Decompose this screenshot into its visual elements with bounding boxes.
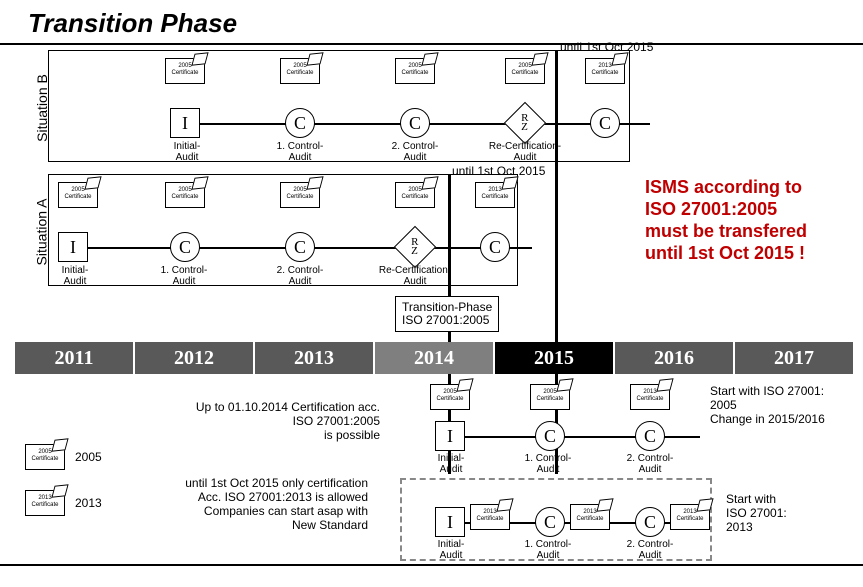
year: 2017 <box>735 342 853 374</box>
control-audit-node: C <box>480 232 510 262</box>
initial-audit-node: I <box>435 507 465 537</box>
bottom-rule <box>0 564 863 566</box>
cert-icon: 2005Certificate <box>165 182 205 208</box>
cert-icon: 2013Certificate <box>585 58 625 84</box>
year: 2013 <box>255 342 375 374</box>
initial-audit-node: I <box>170 108 200 138</box>
deadline-annotation: until 1st Oct 2015 <box>560 40 653 54</box>
cert-icon: 2005Certificate <box>280 182 320 208</box>
cert-legend-icon: 2013Certificate <box>25 490 65 516</box>
cert-icon: 2005Certificate <box>165 58 205 84</box>
cert-icon: 2005Certificate <box>395 58 435 84</box>
audit-label: 1. Control-Audit <box>154 265 214 287</box>
cert-legend-icon: 2005Certificate <box>25 444 65 470</box>
cert-icon: 2013Certificate <box>630 384 670 410</box>
warning-text: ISMS according toISO 27001:2005must be t… <box>645 176 807 264</box>
audit-label: Initial-Audit <box>160 141 214 163</box>
audit-label: 2. Control-Audit <box>620 539 680 561</box>
note: Up to 01.10.2014 Certification acc.ISO 2… <box>130 400 380 442</box>
start-note: Start with ISO 27001:2005Change in 2015/… <box>710 384 825 426</box>
audit-label: Re-Certification-Audit <box>370 265 460 287</box>
audit-label: 1. Control-Audit <box>270 141 330 163</box>
cert-icon: 2005Certificate <box>58 182 98 208</box>
start-note: Start withISO 27001:2013 <box>726 492 787 534</box>
year: 2011 <box>15 342 135 374</box>
control-audit-node: C <box>635 421 665 451</box>
cert-icon: 2005Certificate <box>280 58 320 84</box>
control-audit-node: C <box>400 108 430 138</box>
diagram-canvas: Situation B 2005Certificate 2005Certific… <box>0 44 863 587</box>
control-audit-node: C <box>285 108 315 138</box>
audit-label: Initial-Audit <box>424 539 478 561</box>
control-audit-node: C <box>535 507 565 537</box>
note: until 1st Oct 2015 only certificationAcc… <box>118 476 368 532</box>
audit-label: 2. Control-Audit <box>620 453 680 475</box>
cert-icon: 2013Certificate <box>670 504 710 530</box>
legend-label: 2005 <box>75 450 102 464</box>
initial-audit-node: I <box>435 421 465 451</box>
audit-label: 2. Control-Audit <box>270 265 330 287</box>
situation-b-label: Situation B <box>34 74 50 142</box>
year: 2016 <box>615 342 735 374</box>
cert-icon: 2005Certificate <box>530 384 570 410</box>
control-audit-node: C <box>590 108 620 138</box>
cert-icon: 2005Certificate <box>430 384 470 410</box>
audit-label: 2. Control-Audit <box>385 141 445 163</box>
cert-icon: 2005Certificate <box>395 182 435 208</box>
audit-label: 1. Control-Audit <box>518 539 578 561</box>
cert-icon: 2005Certificate <box>505 58 545 84</box>
audit-label: Initial-Audit <box>424 453 478 475</box>
situation-a-label: Situation A <box>33 199 49 266</box>
year: 2015 <box>495 342 615 374</box>
control-audit-node: C <box>535 421 565 451</box>
transition-phase-box: Transition-PhaseISO 27001:2005 <box>395 296 499 332</box>
cert-icon: 2013Certificate <box>475 182 515 208</box>
year: 2014 <box>375 342 495 374</box>
control-audit-node: C <box>285 232 315 262</box>
audit-label: Initial-Audit <box>48 265 102 287</box>
initial-audit-node: I <box>58 232 88 262</box>
deadline-annotation: until 1st Oct 2015 <box>452 164 545 178</box>
cert-icon: 2013Certificate <box>470 504 510 530</box>
control-audit-node: C <box>170 232 200 262</box>
deadline-line <box>555 50 558 342</box>
year: 2012 <box>135 342 255 374</box>
page-title: Transition Phase <box>0 0 863 45</box>
year-bar: 2011 2012 2013 2014 2015 2016 2017 <box>15 342 853 374</box>
legend-label: 2013 <box>75 496 102 510</box>
audit-label: 1. Control-Audit <box>518 453 578 475</box>
control-audit-node: C <box>635 507 665 537</box>
cert-icon: 2013Certificate <box>570 504 610 530</box>
